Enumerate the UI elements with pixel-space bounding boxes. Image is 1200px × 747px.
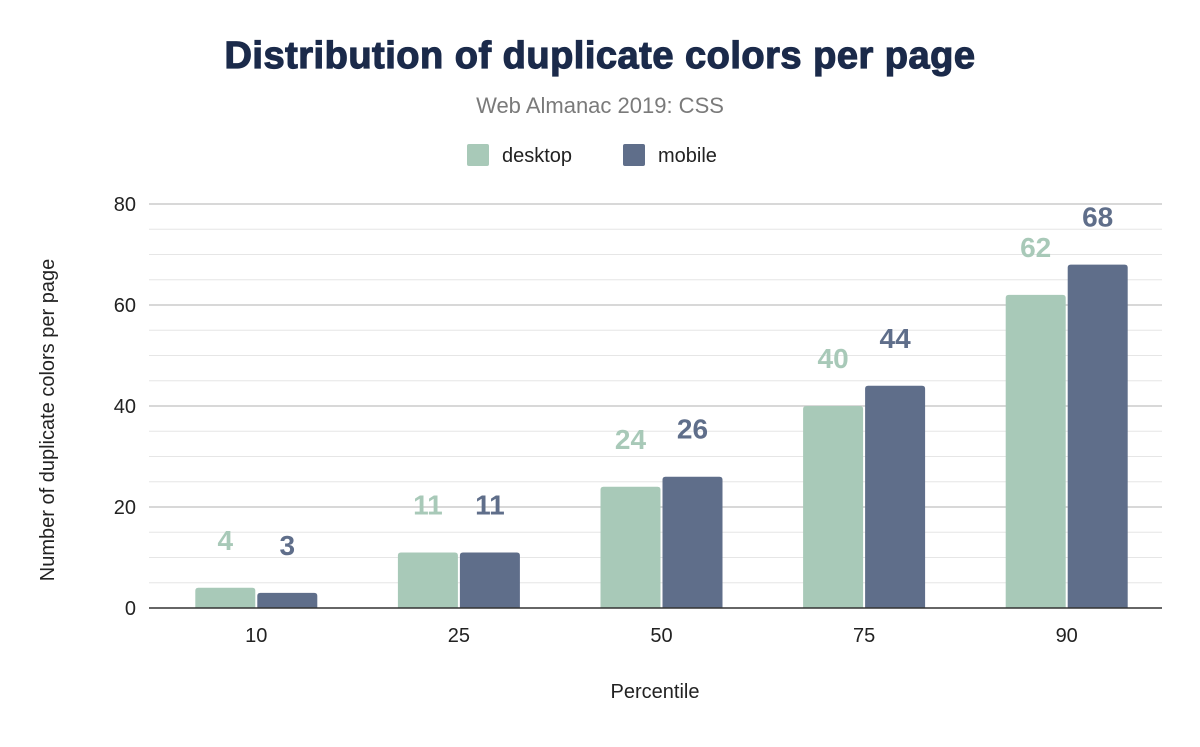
y-tick-label: 60	[114, 295, 136, 317]
data-label-desktop: 62	[1020, 232, 1051, 263]
x-tick-label: 90	[1056, 625, 1078, 647]
y-axis-label: Number of duplicate colors per page	[37, 259, 59, 581]
chart-title: Distribution of duplicate colors per pag…	[224, 35, 975, 77]
bar-mobile	[257, 592, 318, 608]
data-label-mobile: 11	[475, 489, 505, 520]
bar-mobile	[1067, 264, 1128, 608]
y-tick-label: 20	[114, 497, 136, 519]
legend-label-desktop: desktop	[502, 145, 572, 167]
data-label-desktop: 4	[218, 525, 234, 556]
bar-desktop	[397, 552, 458, 608]
bar-desktop	[600, 486, 661, 608]
y-tick-label: 40	[114, 396, 136, 418]
x-tick-label: 25	[448, 625, 470, 647]
bar-desktop	[195, 587, 256, 608]
data-label-mobile: 3	[280, 530, 296, 561]
data-label-mobile: 26	[677, 414, 708, 445]
y-axis-ticks: 0 20 40 60 80	[114, 194, 136, 620]
x-tick-label: 75	[853, 625, 875, 647]
data-label-mobile: 68	[1082, 202, 1113, 233]
y-tick-label: 80	[114, 194, 136, 216]
data-label-desktop: 40	[818, 343, 849, 374]
x-tick-label: 10	[245, 625, 267, 647]
gridlines	[149, 203, 1162, 584]
bar-mobile	[459, 552, 520, 608]
bar-mobile	[662, 476, 723, 608]
bars	[195, 264, 1128, 608]
y-tick-label: 0	[125, 598, 136, 620]
x-axis-ticks: 10 25 50 75 90	[245, 625, 1078, 647]
legend: desktop mobile	[467, 144, 717, 167]
x-tick-label: 50	[650, 625, 672, 647]
x-axis-label: Percentile	[611, 681, 700, 703]
bar-desktop	[1005, 294, 1066, 608]
legend-label-mobile: mobile	[658, 145, 717, 167]
data-label-mobile: 44	[880, 323, 912, 354]
data-labels: 4 3 11 11 24 26 40 44 62 68	[218, 202, 1114, 561]
chart-subtitle: Web Almanac 2019: CSS	[476, 93, 724, 118]
legend-swatch-mobile	[623, 144, 645, 166]
bar-desktop	[803, 406, 864, 608]
bar-mobile	[865, 385, 926, 608]
legend-swatch-desktop	[467, 144, 489, 166]
data-label-desktop: 24	[615, 424, 647, 455]
data-label-desktop: 11	[413, 489, 443, 520]
